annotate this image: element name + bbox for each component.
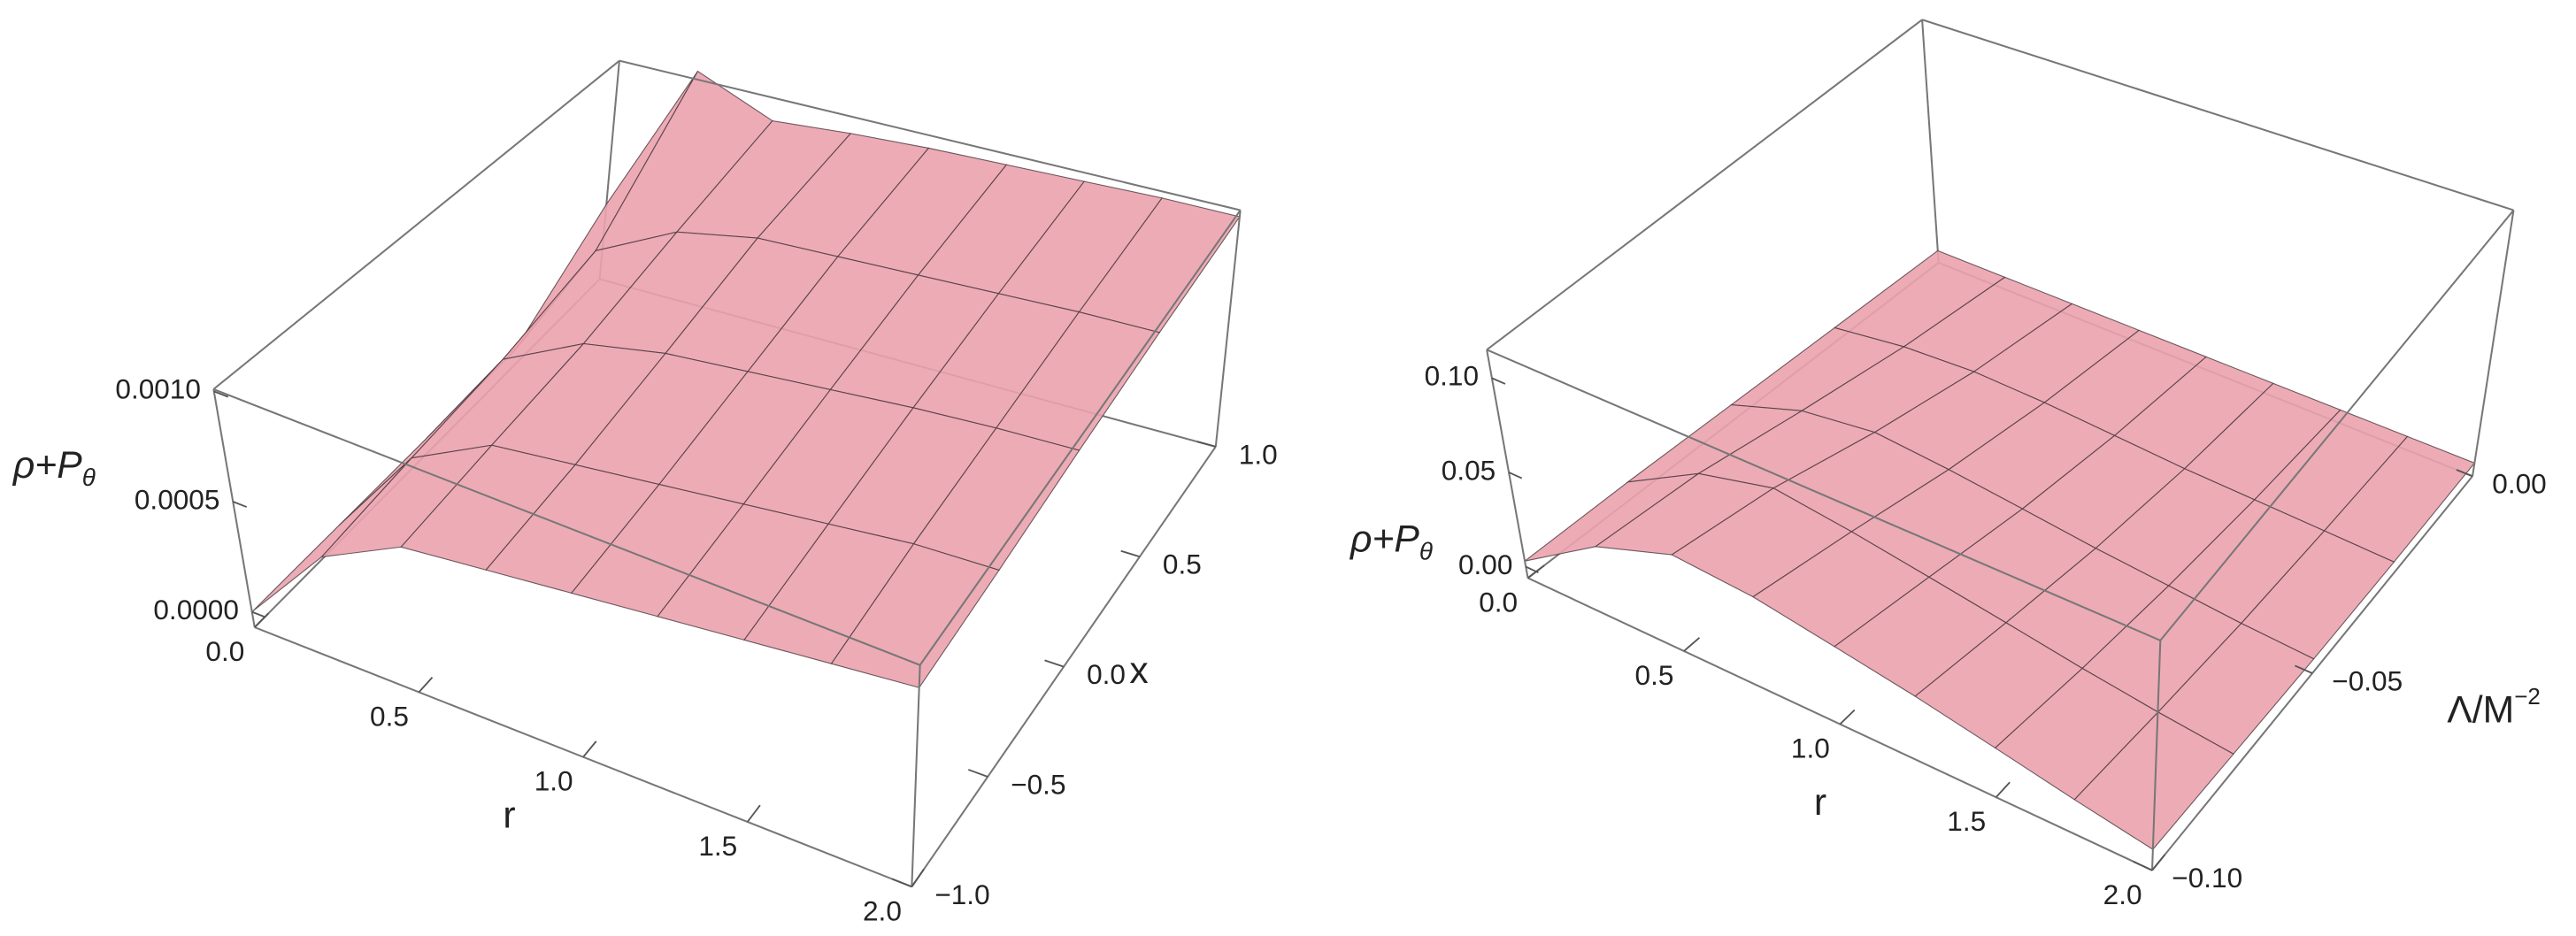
box-edge	[212, 388, 256, 628]
x-tick	[582, 740, 597, 758]
box-edge	[919, 209, 1242, 666]
z-tick-label: 0.10	[1425, 360, 1479, 392]
x-tick-label: 1.5	[698, 830, 737, 862]
y-tick-label: −0.10	[2172, 862, 2242, 894]
x-tick	[2151, 854, 2166, 871]
box-edge	[911, 664, 921, 887]
surface-cell	[830, 543, 1000, 688]
x-tick-label: 0.0	[1479, 586, 1518, 618]
surface-plot: 0.0 0.5 1.0 1.5 2.0 −1.0 −0.5 0.0 0.5 1.0 0.0000 0.…	[12, 59, 1278, 926]
y-axis-label-main: x	[1129, 649, 1148, 692]
y-axis-label: Λ/M−2	[2447, 683, 2541, 732]
surface-cell	[2073, 711, 2234, 850]
y-axis-label: x	[1129, 649, 1148, 692]
y-tick-label: 1.0	[1239, 438, 1278, 470]
y-tick	[1120, 549, 1141, 558]
x-axis-label: r	[1814, 781, 1826, 824]
z-tick	[1491, 377, 1506, 385]
x-tick-label: 2.0	[2103, 878, 2142, 910]
box-edge	[2472, 210, 2515, 477]
z-axis-label-sub: θ	[82, 464, 96, 491]
z-tick	[251, 610, 266, 618]
box-edge	[212, 387, 921, 666]
x-axis-label: r	[503, 794, 515, 837]
box-edge	[1486, 19, 1923, 351]
z-tick-label: 0.0000	[153, 594, 239, 625]
y-axis-label-main: Λ/M	[2447, 689, 2514, 732]
x-tick	[418, 676, 434, 693]
z-tick-label: 0.0010	[115, 373, 201, 405]
y-tick-label: 0.00	[2492, 468, 2546, 500]
box-edge	[212, 59, 620, 390]
x-tick	[254, 612, 270, 628]
box-edge	[1214, 210, 1242, 447]
y-tick	[891, 878, 912, 888]
y-tick-label: −0.05	[2332, 664, 2403, 696]
x-tick-label: 2.0	[863, 894, 902, 926]
z-tick	[213, 390, 229, 398]
box-edge	[2159, 209, 2515, 641]
z-tick	[1525, 565, 1539, 574]
y-tick	[967, 769, 988, 778]
box-edge	[1921, 19, 1940, 264]
x-tick-label: 1.5	[1947, 805, 1986, 837]
y-tick	[1044, 659, 1065, 668]
x-tick-label: 0.5	[370, 700, 409, 732]
y-tick	[2295, 664, 2313, 674]
z-axis-label: ρ+Pθ	[12, 444, 96, 491]
y-tick-label: −0.5	[1011, 768, 1065, 800]
x-tick	[1683, 637, 1701, 652]
y-tick	[2456, 469, 2473, 478]
z-tick	[1508, 472, 1523, 480]
z-tick-label: 0.00	[1458, 549, 1512, 580]
x-tick-label: 0.5	[1635, 659, 1674, 691]
y-axis-label-sup: −2	[2514, 683, 2541, 710]
y-tick	[1196, 441, 1217, 448]
x-tick	[1839, 709, 1856, 725]
y-tick-label: 0.5	[1163, 549, 1202, 580]
x-tick-label: 0.0	[205, 635, 244, 667]
z-axis-label-main: ρ+P	[1349, 518, 1419, 561]
x-tick-label: 1.0	[534, 765, 573, 797]
y-tick-label: −1.0	[934, 878, 989, 910]
z-axis-label-main: ρ+P	[12, 444, 82, 487]
x-tick	[911, 868, 925, 887]
z-tick-label: 0.0005	[135, 483, 220, 515]
y-tick-label: 0.0	[1087, 658, 1126, 690]
box-edge	[2151, 640, 2162, 871]
z-tick	[232, 501, 248, 508]
surface-plot: 0.0 0.5 1.0 1.5 2.0 −0.10 −0.05 0.00 0.00 0.05 0.1…	[1349, 19, 2547, 910]
z-axis-label: ρ+Pθ	[1349, 518, 1433, 565]
box-edge	[1486, 349, 1529, 579]
box-edge	[1921, 19, 2514, 211]
z-tick-label: 0.05	[1442, 454, 1496, 486]
box-edge	[1486, 349, 2161, 641]
box-edge	[619, 59, 1241, 211]
z-axis-label-sub: θ	[1419, 538, 1433, 565]
x-tick	[1995, 781, 2011, 798]
y-tick	[2133, 861, 2153, 871]
x-tick	[746, 804, 761, 823]
x-tick-label: 1.0	[1791, 733, 1830, 764]
